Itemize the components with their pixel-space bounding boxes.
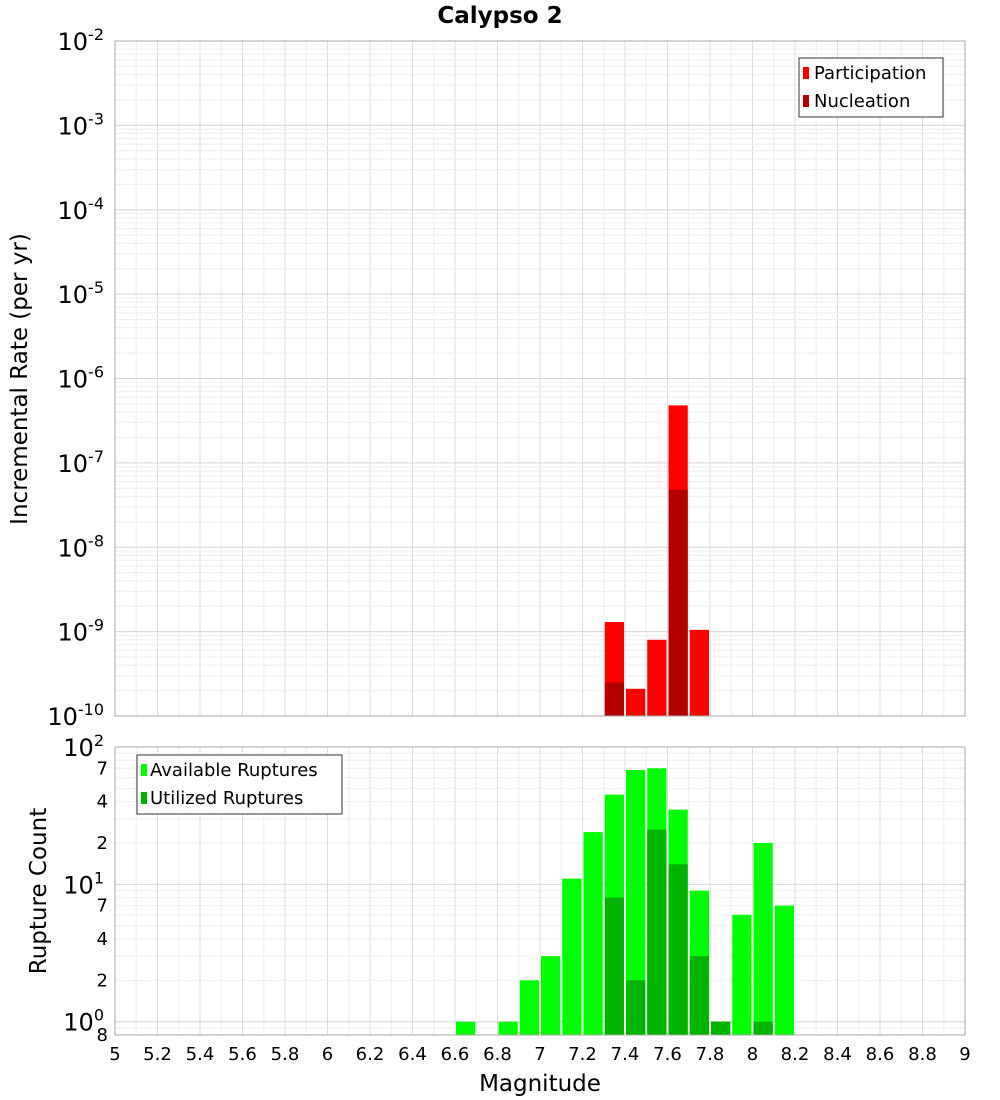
x-tick-label: 6.8: [483, 1044, 512, 1065]
upper-legend-swatch: [803, 95, 809, 107]
x-tick-label: 5.6: [228, 1044, 257, 1065]
upper-y-tick-label: 10-9: [58, 616, 105, 647]
x-tick-label: 8.8: [908, 1044, 937, 1065]
lower-y-tick-label: 102: [63, 731, 104, 762]
lower-legend-label: Utilized Ruptures: [150, 788, 303, 809]
x-tick-label: 6.2: [356, 1044, 385, 1065]
x-axis-label: Magnitude: [479, 1071, 601, 1097]
upper-legend-swatch: [803, 67, 809, 79]
lower-y-minor-tick-label: 2: [97, 833, 108, 854]
upper-y-tick-label: 10-10: [47, 700, 104, 731]
upper-legend-label: Nucleation: [814, 91, 910, 112]
lower-bar-available-ruptures: [774, 905, 794, 1035]
x-tick-label: 5.4: [186, 1044, 215, 1065]
lower-y-minor-tick-label: 8: [97, 1025, 108, 1046]
upper-y-tick-label: 10-3: [58, 109, 105, 140]
upper-y-tick-label: 10-8: [58, 531, 105, 562]
lower-plot-frame: [114, 746, 966, 1036]
upper-bar-nucleation: [668, 489, 688, 716]
x-tick-label: 8.2: [781, 1044, 810, 1065]
lower-y-minor-tick-label: 4: [97, 792, 108, 813]
lower-bar-available-ruptures: [456, 1021, 476, 1035]
x-tick-label: 5: [109, 1044, 120, 1065]
x-tick-label: 6: [322, 1044, 333, 1065]
lower-legend: Available Ruptures Utilized Ruptures: [136, 754, 343, 815]
lower-bar-available-ruptures: [583, 832, 603, 1035]
x-tick-label: 8.6: [866, 1044, 895, 1065]
lower-bar-utilized-ruptures: [604, 897, 624, 1035]
upper-y-tick-label: 10-6: [58, 363, 105, 394]
x-tick-label: 5.2: [143, 1044, 172, 1065]
upper-bar-nucleation: [604, 682, 624, 716]
lower-bar-utilized-ruptures: [753, 1021, 773, 1035]
lower-bar-utilized-ruptures: [647, 829, 667, 1035]
x-tick-label: 6.4: [398, 1044, 427, 1065]
x-tick-label: 5.8: [271, 1044, 300, 1065]
upper-bar-participation: [626, 688, 646, 716]
x-tick-label: 7.2: [568, 1044, 597, 1065]
x-tick-label: 8: [747, 1044, 758, 1065]
x-tick-label: 7: [534, 1044, 545, 1065]
lower-legend-swatch: [141, 764, 147, 776]
lower-y-minor-tick-label: 7: [97, 758, 108, 779]
upper-legend: Participation Nucleation: [798, 57, 944, 118]
upper-bar-participation: [689, 629, 709, 716]
x-tick-label: 6.6: [441, 1044, 470, 1065]
upper-legend-box: [798, 57, 944, 118]
x-tick-label: 7.8: [696, 1044, 725, 1065]
lower-y-minor-tick-label: 2: [97, 970, 108, 991]
x-tick-label: 7.6: [653, 1044, 682, 1065]
x-tick-label: 7.4: [611, 1044, 640, 1065]
lower-bar-available-ruptures: [562, 878, 582, 1035]
upper-y-tick-label: 10-4: [58, 194, 105, 225]
lower-bar-utilized-ruptures: [711, 1021, 731, 1035]
lower-bar-available-ruptures: [732, 914, 752, 1035]
lower-legend-swatch: [141, 792, 147, 804]
lower-bar-available-ruptures: [498, 1021, 518, 1035]
lower-legend-box: [136, 754, 343, 815]
lower-y-axis-label: Rupture Count: [26, 808, 52, 974]
upper-y-axis-label: Incremental Rate (per yr): [7, 233, 33, 525]
lower-bar-utilized-ruptures: [626, 980, 646, 1035]
lower-bar-available-ruptures: [541, 956, 561, 1035]
lower-y-minor-tick-label: 7: [97, 896, 108, 917]
lower-bar-available-ruptures: [753, 843, 773, 1035]
lower-y-minor-tick-label: 4: [97, 929, 108, 950]
lower-y-tick-label: 101: [63, 868, 104, 899]
x-tick-label: 9: [959, 1044, 970, 1065]
lower-bar-available-ruptures: [626, 770, 646, 1035]
lower-legend-label: Available Ruptures: [150, 760, 318, 781]
upper-y-tick-label: 10-2: [58, 25, 105, 56]
upper-legend-label: Participation: [814, 63, 926, 84]
lower-bar-available-ruptures: [519, 980, 539, 1035]
upper-y-tick-label: 10-5: [58, 278, 105, 309]
lower-bar-utilized-ruptures: [668, 864, 688, 1035]
upper-bar-participation: [647, 639, 667, 716]
lower-y-tick-label: 100: [63, 1006, 104, 1037]
upper-y-tick-label: 10-7: [58, 447, 105, 478]
upper-plot-frame: [114, 40, 966, 717]
x-tick-label: 8.4: [823, 1044, 852, 1065]
lower-bar-utilized-ruptures: [689, 956, 709, 1035]
chart-title: Calypso 2: [437, 3, 562, 29]
